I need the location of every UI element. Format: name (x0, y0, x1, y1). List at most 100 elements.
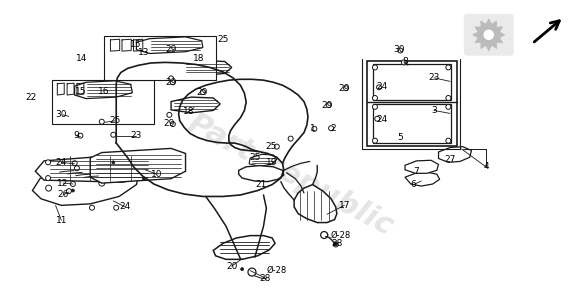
Circle shape (200, 90, 206, 94)
Text: 23: 23 (428, 73, 439, 82)
Circle shape (145, 175, 151, 180)
Polygon shape (90, 148, 185, 183)
Circle shape (329, 126, 334, 131)
Circle shape (372, 65, 378, 70)
Text: 25: 25 (249, 153, 261, 162)
Text: 29: 29 (321, 102, 333, 111)
Text: 2: 2 (330, 124, 336, 133)
Circle shape (46, 176, 50, 181)
Circle shape (375, 116, 380, 121)
Circle shape (343, 86, 349, 91)
Text: 25: 25 (109, 116, 121, 125)
Text: 26: 26 (57, 190, 69, 199)
Circle shape (312, 126, 317, 131)
Text: 28: 28 (331, 239, 343, 249)
Polygon shape (35, 155, 154, 182)
Circle shape (111, 132, 116, 137)
Text: 8: 8 (402, 57, 408, 66)
Circle shape (376, 85, 382, 90)
Polygon shape (213, 236, 275, 259)
Circle shape (321, 232, 328, 238)
Text: Ø-28: Ø-28 (267, 266, 287, 275)
Text: 12: 12 (57, 179, 69, 188)
Text: 27: 27 (445, 155, 456, 164)
Circle shape (168, 76, 174, 81)
Text: 30: 30 (56, 110, 67, 119)
Text: 18: 18 (192, 54, 204, 63)
Text: 9: 9 (73, 131, 79, 140)
Text: 4: 4 (483, 162, 489, 171)
Text: 29: 29 (196, 88, 207, 97)
Circle shape (46, 185, 52, 191)
Polygon shape (182, 60, 232, 75)
Text: 1: 1 (310, 124, 316, 133)
Circle shape (75, 166, 79, 171)
Text: 3: 3 (431, 106, 437, 115)
Text: 24: 24 (56, 158, 67, 167)
Circle shape (372, 95, 378, 100)
Polygon shape (473, 19, 505, 51)
Circle shape (398, 48, 403, 53)
Polygon shape (249, 154, 277, 166)
Text: 29: 29 (164, 119, 175, 128)
Text: 30: 30 (394, 45, 405, 54)
FancyBboxPatch shape (464, 14, 514, 56)
Text: 10: 10 (151, 170, 162, 179)
Text: 5: 5 (398, 133, 404, 142)
Bar (104, 36, 216, 80)
Text: 6: 6 (411, 180, 416, 189)
Text: 28: 28 (259, 274, 271, 283)
Text: 11: 11 (56, 216, 67, 225)
Circle shape (446, 104, 451, 109)
Text: 24: 24 (119, 202, 130, 211)
Circle shape (334, 242, 338, 247)
Polygon shape (75, 81, 133, 99)
Text: 25: 25 (217, 35, 229, 44)
Circle shape (71, 181, 75, 187)
Circle shape (145, 158, 151, 163)
Circle shape (113, 205, 119, 210)
Circle shape (113, 170, 119, 176)
Text: 18: 18 (182, 107, 194, 117)
Polygon shape (294, 184, 337, 223)
Bar (373, 104, 451, 143)
Circle shape (324, 233, 327, 236)
Circle shape (241, 268, 244, 271)
Circle shape (78, 133, 83, 138)
Circle shape (446, 65, 451, 70)
Polygon shape (32, 162, 140, 205)
Polygon shape (137, 37, 203, 54)
Text: 22: 22 (25, 93, 36, 102)
Polygon shape (239, 166, 284, 181)
Circle shape (71, 189, 74, 192)
Circle shape (170, 80, 175, 85)
Circle shape (446, 138, 451, 143)
Text: 29: 29 (339, 84, 350, 93)
Text: 23: 23 (131, 131, 142, 140)
Text: 25: 25 (265, 142, 277, 150)
Circle shape (99, 119, 104, 124)
Circle shape (72, 161, 77, 166)
Circle shape (248, 268, 256, 276)
Text: 29: 29 (166, 45, 177, 54)
Text: 20: 20 (226, 262, 237, 271)
Circle shape (323, 232, 328, 238)
Circle shape (167, 112, 172, 117)
Circle shape (334, 242, 337, 246)
Circle shape (56, 166, 61, 172)
Text: Partsrepublic: Partsrepublic (182, 108, 398, 241)
Bar (373, 64, 451, 100)
Text: 19: 19 (266, 158, 278, 167)
Circle shape (327, 103, 331, 108)
Polygon shape (438, 147, 471, 162)
Circle shape (142, 177, 145, 180)
Circle shape (483, 29, 495, 41)
Text: 14: 14 (76, 54, 87, 63)
Circle shape (99, 180, 105, 186)
Circle shape (170, 122, 175, 127)
Text: 24: 24 (376, 115, 387, 124)
Bar (52, 80, 155, 124)
Circle shape (446, 95, 451, 100)
Circle shape (90, 205, 94, 210)
Polygon shape (405, 172, 439, 186)
